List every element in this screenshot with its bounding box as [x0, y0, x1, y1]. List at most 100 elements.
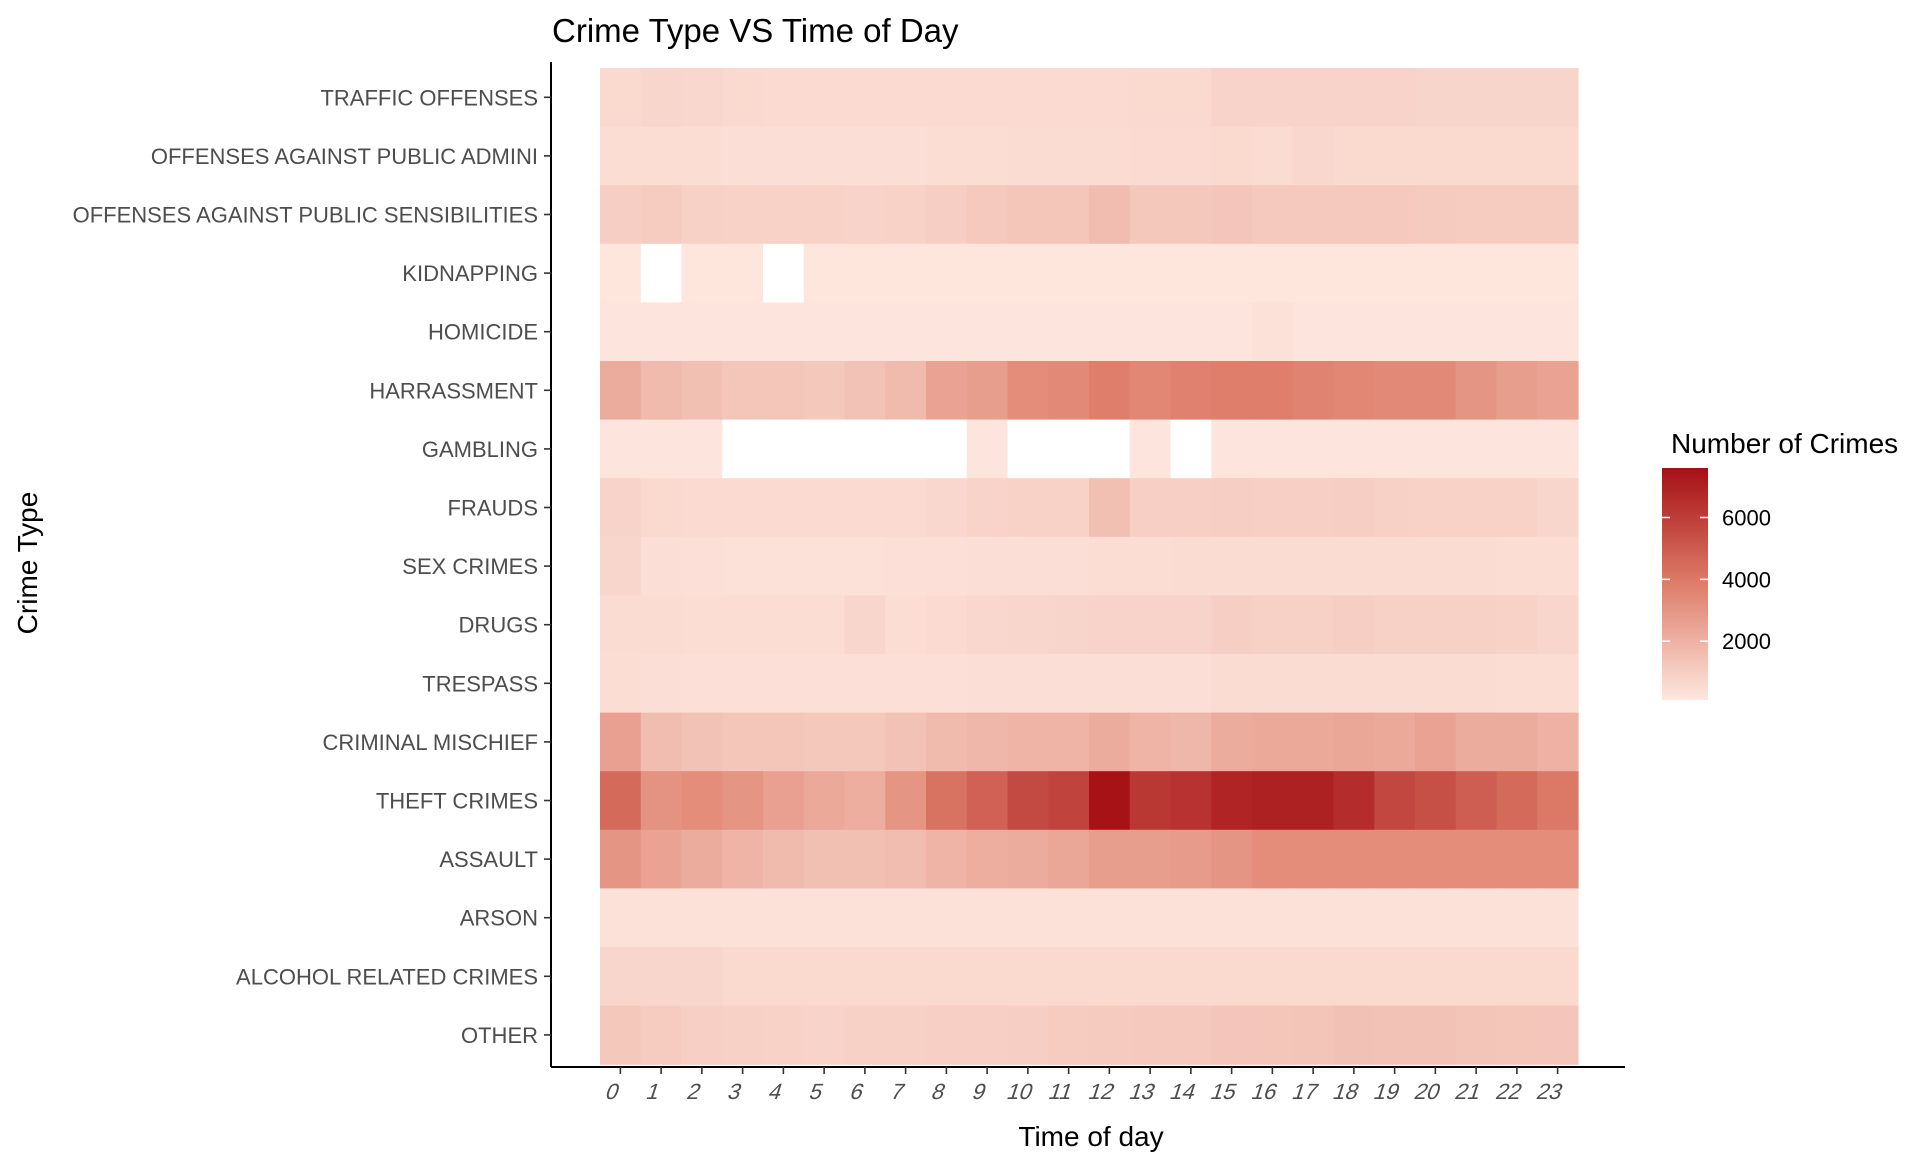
- heatmap-cell: [926, 712, 968, 772]
- heatmap-cell: [1455, 302, 1498, 362]
- heatmap-cell: [1496, 1005, 1538, 1065]
- heatmap-cell: [1048, 536, 1090, 596]
- heatmap-cell: [1252, 712, 1294, 772]
- heatmap-cell: [640, 947, 683, 1007]
- heatmap-cell: [1089, 712, 1131, 772]
- heatmap-cell: [763, 771, 805, 831]
- heatmap-cell: [1252, 771, 1294, 831]
- x-tick-label: 20: [1412, 1080, 1444, 1104]
- y-tick-label: KIDNAPPING: [402, 261, 538, 286]
- heatmap-cell: [722, 536, 764, 596]
- heatmap-cell: [1333, 771, 1375, 831]
- heatmap-cell: [1170, 302, 1212, 362]
- heatmap-cell: [1048, 243, 1090, 303]
- heatmap-cell: [885, 185, 927, 245]
- heatmap-cell: [803, 712, 846, 772]
- colorbar: [1662, 468, 1708, 700]
- heatmap-cell: [1129, 595, 1172, 655]
- heatmap-cell: [966, 595, 1009, 655]
- heatmap-cell: [1496, 947, 1538, 1007]
- x-tick-label: 1: [643, 1080, 663, 1104]
- heatmap-cell: [763, 126, 805, 186]
- heatmap-cell: [1415, 888, 1457, 948]
- heatmap-cell: [1537, 712, 1579, 772]
- heatmap-cell: [1537, 829, 1579, 889]
- heatmap-cell: [1252, 68, 1294, 128]
- x-axis-title: Time of day: [1018, 1121, 1163, 1152]
- heatmap-cell: [1415, 654, 1457, 714]
- heatmap-cell: [926, 185, 968, 245]
- heatmap-cell: [763, 654, 805, 714]
- heatmap-cell: [803, 536, 846, 596]
- heatmap-cell: [1211, 478, 1253, 538]
- heatmap-cell: [1455, 419, 1498, 479]
- heatmap-cell: [763, 302, 805, 362]
- heatmap-cell: [1211, 361, 1253, 421]
- heatmap-cell: [926, 595, 968, 655]
- heatmap-cell: [966, 888, 1009, 948]
- heatmap-cell: [844, 829, 886, 889]
- x-tick-label: 11: [1046, 1080, 1077, 1104]
- heatmap-cell: [1170, 888, 1212, 948]
- heatmap-cell: [1455, 947, 1498, 1007]
- heatmap-cell: [926, 68, 968, 128]
- heatmap-cell: [1455, 243, 1498, 303]
- heatmap-cell: [1333, 478, 1375, 538]
- heatmap-cell: [966, 712, 1009, 772]
- heatmap-cell: [681, 185, 723, 245]
- heatmap-cell: [640, 361, 683, 421]
- heatmap-cell: [1089, 536, 1131, 596]
- heatmap-cell: [966, 243, 1009, 303]
- heatmap-cell: [926, 654, 968, 714]
- heatmap-cell: [600, 302, 642, 362]
- heatmap-cell: [844, 185, 886, 245]
- heatmap-cell: [1211, 595, 1253, 655]
- heatmap-cell: [763, 419, 805, 479]
- heatmap-cell: [1007, 68, 1049, 128]
- heatmap-cell: [1211, 185, 1253, 245]
- heatmap-cell: [1455, 361, 1498, 421]
- heatmap-cell: [1333, 829, 1375, 889]
- heatmap-cell: [1374, 243, 1416, 303]
- x-tick-label: 8: [929, 1080, 949, 1104]
- heatmap-cell: [1496, 478, 1538, 538]
- heatmap-cell: [1048, 595, 1090, 655]
- heatmap-cell: [844, 771, 886, 831]
- heatmap-cell: [1496, 829, 1538, 889]
- heatmap-cell: [1007, 712, 1049, 772]
- heatmap-cell: [1374, 302, 1416, 362]
- heatmap-cell: [844, 68, 886, 128]
- heatmap-cell: [1007, 595, 1049, 655]
- heatmap-cell: [885, 654, 927, 714]
- heatmap-cell: [600, 185, 642, 245]
- heatmap-cell: [1252, 419, 1294, 479]
- heatmap-cell: [722, 419, 764, 479]
- heatmap-cell: [1455, 712, 1498, 772]
- heatmap-cell: [1007, 1005, 1049, 1065]
- heatmap-cell: [844, 126, 886, 186]
- heatmap-cell: [1129, 536, 1172, 596]
- heatmap-cell: [1333, 947, 1375, 1007]
- heatmap-cell: [1374, 654, 1416, 714]
- heatmap-cell: [1537, 1005, 1579, 1065]
- heatmap-cell: [1252, 478, 1294, 538]
- heatmap-cell: [600, 771, 642, 831]
- heatmap-cell: [1129, 361, 1172, 421]
- heatmap-cell: [1537, 68, 1579, 128]
- heatmap-cell: [1374, 888, 1416, 948]
- heatmap-cell: [640, 243, 683, 303]
- heatmap-cell: [1496, 68, 1538, 128]
- heatmap-cell: [1211, 419, 1253, 479]
- heatmap-cell: [966, 654, 1009, 714]
- heatmap-cell: [1455, 1005, 1498, 1065]
- x-tick-label: 22: [1493, 1080, 1525, 1104]
- heatmap-cell: [803, 947, 846, 1007]
- heatmap-cell: [885, 419, 927, 479]
- heatmap-cell: [600, 595, 642, 655]
- heatmap-cell: [1170, 478, 1212, 538]
- heatmap-cell: [681, 1005, 723, 1065]
- y-tick-label: SEX CRIMES: [402, 554, 538, 579]
- heatmap-cell: [1292, 419, 1335, 479]
- heatmap-cell: [1415, 478, 1457, 538]
